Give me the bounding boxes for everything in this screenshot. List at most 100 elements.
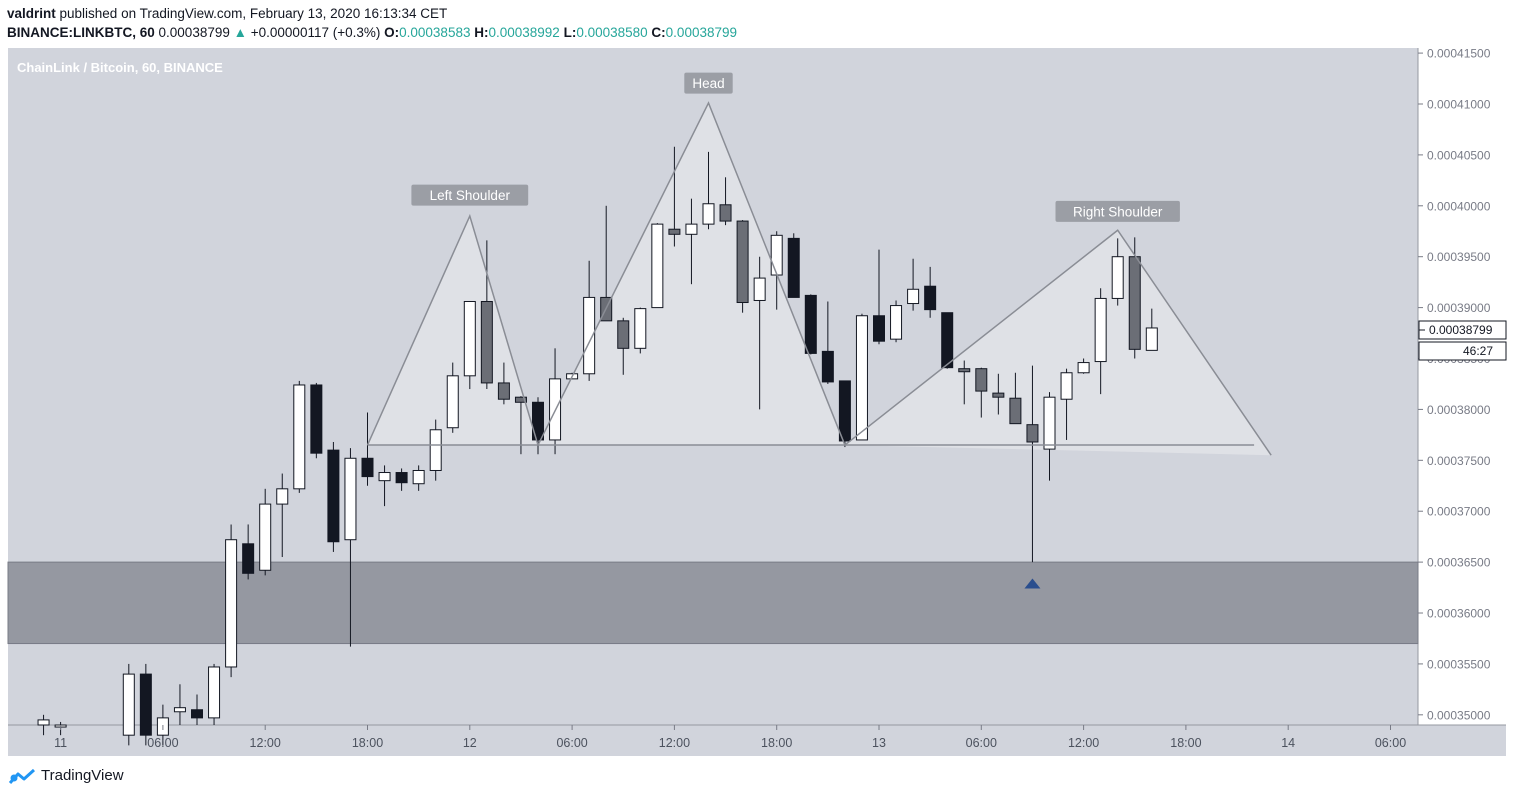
published-text: published on TradingView.com, February 1… xyxy=(55,6,448,21)
annotation-box xyxy=(684,72,733,94)
open-value: 0.00038583 xyxy=(399,25,471,40)
candle-body xyxy=(463,300,476,377)
candle-body xyxy=(736,220,749,304)
author-name[interactable]: valdrint xyxy=(7,6,56,21)
brand-name: TradingView xyxy=(41,767,124,784)
candle-body xyxy=(395,472,408,484)
price-tick-label: 0.00039500 xyxy=(1427,250,1491,264)
annotation-box xyxy=(411,184,529,206)
candle-body xyxy=(327,449,340,543)
price-tick-label: 0.00041000 xyxy=(1427,97,1491,111)
price-tick-label: 0.00038000 xyxy=(1427,403,1491,417)
change-arrow-icon: ▲ xyxy=(233,25,247,40)
candle-body xyxy=(1111,256,1124,299)
high-label: H: xyxy=(474,25,489,40)
candle-body xyxy=(276,488,289,505)
candle-body xyxy=(992,392,1005,398)
candle-body xyxy=(1060,372,1073,400)
price-change: +0.00000117 (+0.3%) xyxy=(250,25,381,40)
candle-body xyxy=(412,469,425,485)
price-tick-label: 0.00037500 xyxy=(1427,454,1491,468)
candle-body xyxy=(634,308,647,349)
candle-body xyxy=(532,401,544,441)
candle-body xyxy=(685,223,698,235)
time-tick-label: 06:00 xyxy=(147,736,178,750)
price-tick-label: 0.00040000 xyxy=(1427,199,1491,213)
symbol-label: BINANCE:LINKBTC, 60 xyxy=(7,25,155,40)
candle-body xyxy=(855,315,868,441)
time-tick-label: 12:00 xyxy=(250,736,281,750)
candle-body xyxy=(310,384,323,454)
price-tick-label: 0.00036000 xyxy=(1427,607,1491,621)
close-label: C: xyxy=(651,25,666,40)
pattern-triangle-0 xyxy=(367,215,538,446)
price-tick-label: 0.00040500 xyxy=(1427,148,1491,162)
last-price-tag-label: 0.00038799 xyxy=(1429,323,1493,337)
price-tick-label: 0.00041500 xyxy=(1427,47,1491,61)
symbol-info-line: BINANCE:LINKBTC, 60 0.00038799 ▲ +0.0000… xyxy=(7,25,737,40)
price-tags: 0.00038799 46:27 xyxy=(1418,320,1507,361)
candle-body xyxy=(242,543,255,574)
candle-body xyxy=(122,673,135,736)
candle-body xyxy=(804,294,817,354)
tradingview-logo-icon xyxy=(8,768,36,784)
chart-title: ChainLink / Bitcoin, 60, BINANCE xyxy=(17,60,223,75)
candle-body xyxy=(975,368,988,392)
time-tick-label: 12 xyxy=(463,736,477,750)
candle-body xyxy=(873,315,885,342)
time-tick-label: 18:00 xyxy=(761,736,792,750)
time-axis-pane[interactable] xyxy=(8,725,1506,756)
candle-body xyxy=(941,312,954,369)
candle-body xyxy=(225,539,238,668)
time-tick-label: 12:00 xyxy=(1068,736,1099,750)
time-tick-label: 18:00 xyxy=(352,736,383,750)
annotation-label: Left Shoulder xyxy=(430,188,511,203)
candle-body xyxy=(787,237,800,298)
pattern-line-2 xyxy=(844,229,1272,456)
candle-body xyxy=(651,223,664,309)
time-tick-label: 06:00 xyxy=(556,736,587,750)
annotation-label: Right Shoulder xyxy=(1073,204,1163,219)
last-price: 0.00038799 xyxy=(158,25,230,40)
annotation-box xyxy=(1055,200,1180,222)
candle-body xyxy=(1128,256,1141,350)
candle-body xyxy=(173,707,186,713)
price-tick-label: 0.00035000 xyxy=(1427,708,1491,722)
price-tick-label: 0.00037000 xyxy=(1427,505,1491,519)
time-tick-label: 06:00 xyxy=(1375,736,1406,750)
candle-body xyxy=(378,472,391,482)
time-tick-label: 06:00 xyxy=(966,736,997,750)
price-axis-pane[interactable] xyxy=(1418,48,1506,725)
candle-body xyxy=(139,673,152,736)
publish-info: valdrint published on TradingView.com, F… xyxy=(7,6,447,21)
high-value: 0.00038992 xyxy=(488,25,560,40)
pattern-line-1 xyxy=(537,101,846,446)
price-tick-label: 0.00036500 xyxy=(1427,556,1491,570)
time-tick-label: 18:00 xyxy=(1170,736,1201,750)
candle-body xyxy=(480,300,493,384)
time-tick-label: 11 xyxy=(54,736,67,750)
time-tick-label: 12:00 xyxy=(659,736,690,750)
countdown-tag xyxy=(1418,341,1507,361)
candle-body xyxy=(753,277,766,301)
candle-body xyxy=(719,204,732,222)
candle-body xyxy=(293,384,306,490)
time-axis-ticks: 11 06:00 12:00 18:00 12 06:00 12:00 18:00 13 06:0… xyxy=(54,725,1406,750)
pattern-lines xyxy=(366,101,1272,456)
candle-body xyxy=(770,234,783,276)
candle-body xyxy=(583,296,596,375)
candle-body xyxy=(702,203,715,225)
price-tick-label: 0.00039000 xyxy=(1427,301,1491,315)
candle-body xyxy=(208,666,221,719)
candle-body xyxy=(1077,362,1090,374)
candle-body xyxy=(617,320,630,349)
footer-brand[interactable]: TradingView xyxy=(8,767,124,784)
candle-body xyxy=(361,457,374,478)
candle-body xyxy=(514,396,527,403)
annotation-label: Head xyxy=(692,76,724,91)
time-tick-label: 14 xyxy=(1281,736,1295,750)
countdown-label: 46:27 xyxy=(1463,344,1493,358)
candle-body xyxy=(344,457,357,541)
candle-body xyxy=(1026,424,1039,443)
